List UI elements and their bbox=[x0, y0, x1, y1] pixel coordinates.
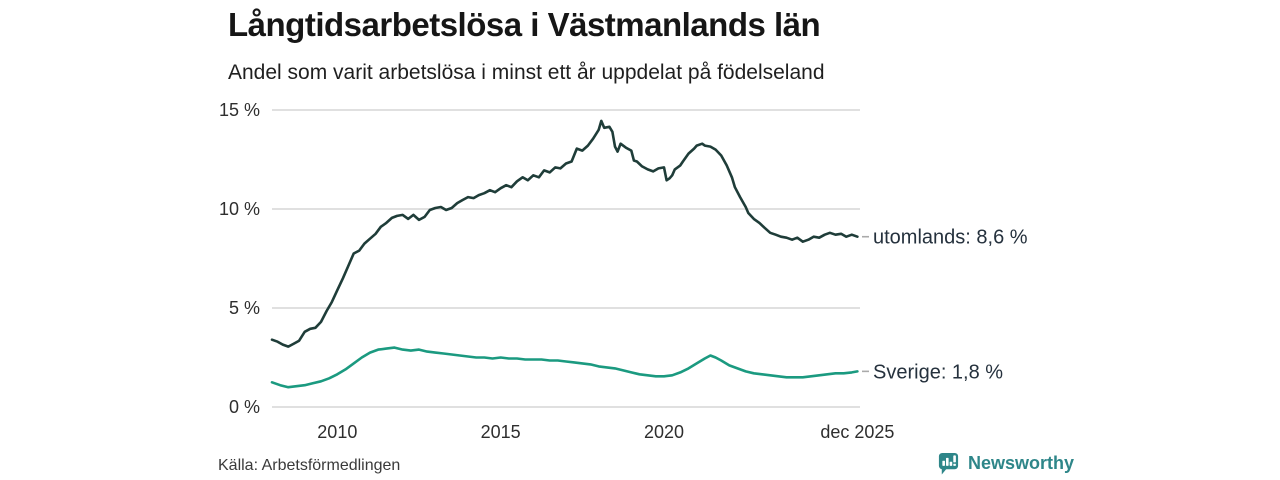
chart-title: Långtidsarbetslösa i Västmanlands län bbox=[228, 6, 821, 43]
x-axis-tick-label: dec 2025 bbox=[820, 422, 894, 442]
y-axis-tick-label: 5 % bbox=[229, 298, 260, 318]
newsworthy-wordmark: Newsworthy bbox=[968, 452, 1075, 473]
y-axis-tick-label: 15 % bbox=[219, 100, 260, 120]
series-end-label-Sverige: Sverige: 1,8 % bbox=[873, 361, 1003, 383]
y-axis-tick-label: 0 % bbox=[229, 397, 260, 417]
newsworthy-brand: Newsworthy bbox=[937, 451, 1074, 475]
y-axis-tick-label: 10 % bbox=[219, 199, 260, 219]
bar-chart-speech-bubble-icon bbox=[938, 452, 959, 475]
x-axis-tick-label: 2020 bbox=[644, 422, 684, 442]
series-end-label-utomlands: utomlands: 8,6 % bbox=[873, 227, 1028, 249]
series-line-utomlands bbox=[270, 119, 859, 348]
x-axis-tick-label: 2010 bbox=[317, 422, 357, 442]
source-attribution: Källa: Arbetsförmedlingen bbox=[218, 457, 401, 474]
series-line-Sverige bbox=[270, 346, 859, 389]
x-axis-tick-label: 2015 bbox=[481, 422, 521, 442]
chart-subtitle: Andel som varit arbetslösa i minst ett å… bbox=[228, 61, 825, 84]
